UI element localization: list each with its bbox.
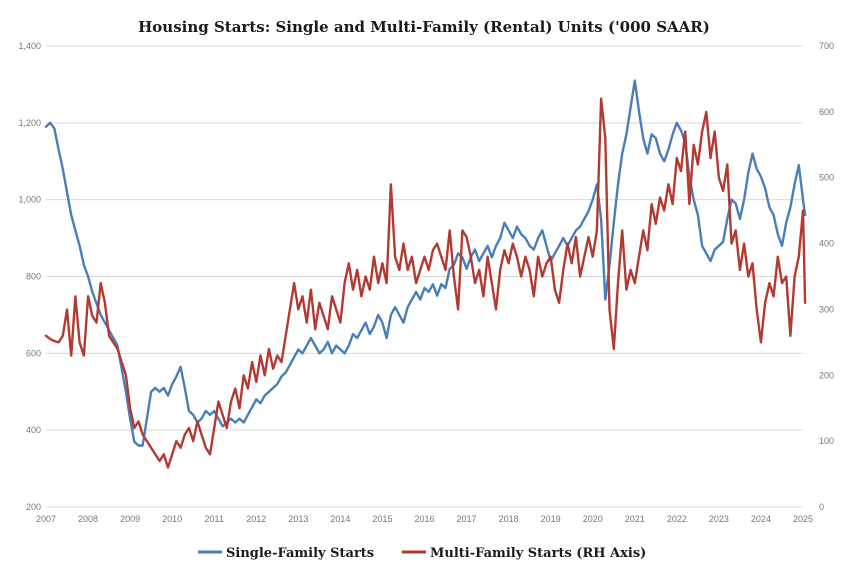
left-tick-label-200: 200	[26, 502, 41, 512]
left-tick-label-1400: 1,400	[18, 41, 41, 51]
x-tick-label-2025: 2025	[793, 514, 813, 524]
left-tick-label-800: 800	[26, 272, 41, 282]
legend: Single-Family Starts Multi-Family Starts…	[198, 546, 646, 561]
x-tick-label-2009: 2009	[120, 514, 140, 524]
right-axis-ticks: 0 100 200 300 400 500 600 700	[819, 41, 834, 512]
right-tick-label-400: 400	[819, 239, 834, 249]
left-tick-label-600: 600	[26, 348, 41, 358]
left-tick-label-400: 400	[26, 425, 41, 435]
left-tick-label-1200: 1,200	[18, 118, 41, 128]
x-tick-label-2010: 2010	[162, 514, 182, 524]
x-tick-label-2024: 2024	[751, 514, 771, 524]
grid-layer	[46, 45, 803, 508]
series-layer	[44, 79, 807, 469]
x-tick-label-2012: 2012	[246, 514, 266, 524]
right-tick-label-500: 500	[819, 173, 834, 183]
right-tick-label-100: 100	[819, 436, 834, 446]
right-tick-label-200: 200	[819, 370, 834, 380]
x-tick-label-2018: 2018	[499, 514, 519, 524]
x-tick-label-2019: 2019	[541, 514, 561, 524]
x-tick-label-2021: 2021	[625, 514, 645, 524]
left-axis-ticks: 200 400 600 800 1,000 1,200 1,400	[18, 41, 41, 512]
legend-label-single-family: Single-Family Starts	[226, 546, 374, 561]
right-tick-label-700: 700	[819, 41, 834, 51]
series-line-multi-family	[44, 97, 807, 469]
right-tick-label-600: 600	[819, 107, 834, 117]
x-tick-label-2023: 2023	[709, 514, 729, 524]
chart-title: Housing Starts: Single and Multi-Family …	[138, 18, 710, 36]
x-tick-label-2013: 2013	[288, 514, 308, 524]
x-axis-ticks: 2007 2008 2009 2010 2011 2012 2013 2014 2015 2016…	[36, 514, 813, 524]
x-tick-label-2017: 2017	[457, 514, 477, 524]
x-tick-label-2007: 2007	[36, 514, 56, 524]
right-tick-label-300: 300	[819, 304, 834, 314]
x-tick-label-2022: 2022	[667, 514, 687, 524]
x-tick-label-2011: 2011	[205, 514, 224, 524]
right-tick-label-0: 0	[819, 502, 824, 512]
legend-label-multi-family: Multi-Family Starts (RH Axis)	[430, 546, 646, 561]
x-tick-label-2014: 2014	[330, 514, 350, 524]
series-line-single-family	[44, 79, 807, 447]
x-tick-label-2020: 2020	[583, 514, 603, 524]
x-tick-label-2016: 2016	[414, 514, 434, 524]
left-tick-label-1000: 1,000	[18, 195, 41, 205]
x-tick-label-2008: 2008	[78, 514, 98, 524]
x-tick-label-2015: 2015	[372, 514, 392, 524]
